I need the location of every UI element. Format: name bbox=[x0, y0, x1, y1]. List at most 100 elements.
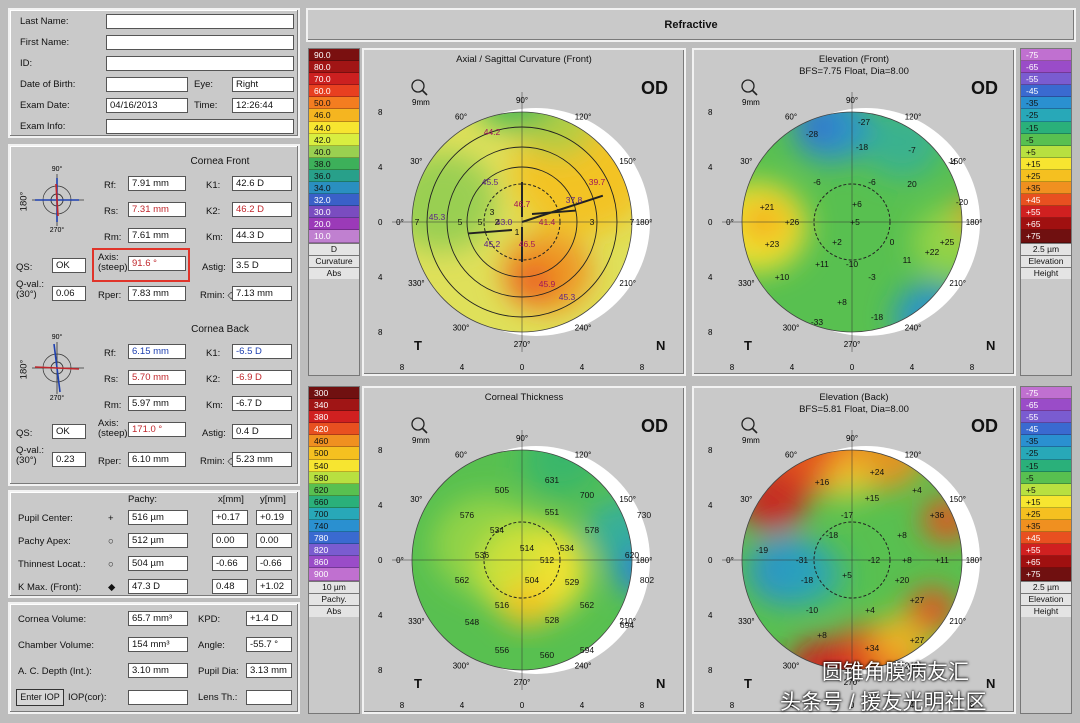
map-value: 576 bbox=[460, 510, 474, 520]
cornea-front-axis-dial: 90° 270° bbox=[32, 165, 84, 234]
map-value: 45.3 bbox=[559, 292, 576, 302]
back-rs-field: 5.70 mm bbox=[128, 370, 186, 385]
elevation-back-map[interactable]: Elevation (Back) BFS=5.81 Float, Dia=8.00… bbox=[692, 386, 1016, 714]
angle-label: 90° bbox=[846, 96, 858, 105]
pachy-col-header: Pachy: bbox=[128, 494, 158, 505]
dob-label: Date of Birth: bbox=[20, 79, 76, 90]
pachy-row-label: Thinnest Locat.: bbox=[18, 559, 86, 570]
angle-label: 330° bbox=[408, 617, 425, 626]
map-value: -3 bbox=[868, 272, 876, 282]
map-value: 44.2 bbox=[484, 127, 501, 137]
back-astig-field: 0.4 D bbox=[232, 424, 292, 439]
front-astig-label: Astig: bbox=[202, 262, 226, 273]
axis-tick-label: 4 bbox=[378, 163, 383, 172]
angle-label: 330° bbox=[738, 617, 755, 626]
angle-label: 60° bbox=[455, 450, 467, 459]
map-canvas[interactable]: 90° 120° 150° 180° 210° 240° 270° 300° 330° 0° 30°… bbox=[364, 388, 688, 716]
legend-cell: 740 bbox=[309, 520, 359, 533]
map-canvas[interactable]: 90° 120° 150° 180° 210° 240° 270° 300° 330° 0° 30°… bbox=[694, 50, 1018, 378]
map-value: 46.7 bbox=[514, 199, 531, 209]
eye-od-label: OD bbox=[971, 416, 998, 436]
elevation-back-legend: -75 -65 -55 -45 -35 -25 -15 -5 +5 +15 +25 +35 +45 +55… bbox=[1020, 386, 1072, 714]
map-value: 560 bbox=[540, 650, 554, 660]
front-km-label: Km: bbox=[206, 232, 223, 243]
front-rm-label: Rm: bbox=[104, 232, 122, 243]
map-color-zone bbox=[777, 543, 847, 607]
legend-cell: +65 bbox=[1021, 556, 1071, 569]
angle-label: 180° bbox=[966, 556, 983, 565]
axis-tick-label: 8 bbox=[708, 328, 713, 337]
map-value: +21 bbox=[760, 202, 775, 212]
map-color-zone bbox=[412, 152, 497, 252]
angle-label: 270° bbox=[514, 678, 531, 687]
corneal-thickness-map[interactable]: Corneal Thickness 90° 120° 150° 180° 210° 240°… bbox=[362, 386, 686, 714]
zoom-label: 9mm bbox=[412, 436, 430, 445]
legend-cell: -45 bbox=[1021, 423, 1071, 436]
angle-label: 300° bbox=[453, 324, 470, 333]
iop-cor-field[interactable] bbox=[128, 690, 188, 705]
back-astig-label: Astig: bbox=[202, 428, 226, 439]
map-value: 551 bbox=[545, 507, 559, 517]
angle-label: 300° bbox=[783, 662, 800, 671]
legend-cell: 10.0 bbox=[309, 230, 359, 243]
map-value: 5 bbox=[458, 217, 463, 227]
time-field[interactable]: 12:26:44 bbox=[232, 98, 294, 113]
legend-cell: 500 bbox=[309, 447, 359, 460]
axis-tick-label: 4 bbox=[708, 611, 713, 620]
legend-cell: -25 bbox=[1021, 447, 1071, 460]
angle-label: 90° bbox=[516, 434, 528, 443]
map-value: 5 bbox=[478, 217, 483, 227]
map-title: Axial / Sagittal Curvature (Front) bbox=[456, 54, 592, 65]
back-rf-label: Rf: bbox=[104, 348, 117, 359]
map-value: 534 bbox=[490, 525, 504, 535]
zoom-icon bbox=[411, 417, 428, 434]
pachy-panel: Pachy: x[mm] y[mm] Pupil Center: +516 µm +… bbox=[8, 490, 300, 598]
last-name-field[interactable] bbox=[106, 14, 294, 29]
map-value: 20 bbox=[907, 179, 917, 189]
exam-date-label: Exam Date: bbox=[20, 100, 70, 111]
map-color-zone bbox=[912, 206, 962, 278]
map-value: 45.5 bbox=[482, 177, 499, 187]
axis-tick-label: 4 bbox=[378, 501, 383, 510]
map-canvas[interactable]: 90° 120° 150° 180° 210° 240° 270° 300° 330° 0° 30°… bbox=[364, 50, 688, 378]
map-canvas[interactable]: 90° 120° 150° 180° 210° 240° 270° 300° 330° 0° 30°… bbox=[694, 388, 1018, 716]
eye-field[interactable]: Right bbox=[232, 77, 294, 92]
map-value: 730 bbox=[637, 510, 651, 520]
angle-label: 180° bbox=[636, 556, 653, 565]
axis-tick-label: 0 bbox=[850, 701, 855, 710]
pachy-row-value: 516 µm bbox=[128, 510, 188, 525]
legend-cell: 380 bbox=[309, 411, 359, 424]
exam-info-field[interactable] bbox=[106, 119, 294, 134]
map-color-zone bbox=[522, 450, 602, 496]
front-qval-field: 0.06 bbox=[52, 286, 86, 301]
map-value: 562 bbox=[580, 600, 594, 610]
svg-text:90°: 90° bbox=[52, 333, 63, 341]
angle-label: 30° bbox=[410, 157, 422, 166]
front-rper-field: 7.83 mm bbox=[128, 286, 186, 301]
map-color-zone bbox=[517, 112, 597, 158]
watermark-line1: 圆锥角膜病友汇 bbox=[822, 661, 969, 684]
elevation-front-map[interactable]: Elevation (Front) BFS=7.75 Float, Dia=8.0… bbox=[692, 48, 1016, 376]
exam-date-field[interactable]: 04/16/2013 bbox=[106, 98, 188, 113]
map-value: +5 bbox=[842, 570, 852, 580]
front-rf-field: 7.91 mm bbox=[128, 176, 186, 191]
ac-depth-field: 3.10 mm bbox=[128, 663, 188, 678]
legend-cell: +25 bbox=[1021, 507, 1071, 521]
axial-curvature-map[interactable]: Axial / Sagittal Curvature (Front) 90° 120… bbox=[362, 48, 686, 376]
first-name-field[interactable] bbox=[106, 35, 294, 50]
legend-cell: +15 bbox=[1021, 157, 1071, 170]
map-value: -4 bbox=[948, 157, 956, 167]
map-value: +2 bbox=[832, 237, 842, 247]
id-field[interactable] bbox=[106, 56, 294, 71]
map-subtitle: BFS=7.75 Float, Dia=8.00 bbox=[799, 66, 909, 77]
map-value: 516 bbox=[495, 600, 509, 610]
legend-mode: Abs bbox=[309, 604, 359, 617]
dob-field[interactable] bbox=[106, 77, 188, 92]
map-value: +27 bbox=[910, 595, 925, 605]
axis-tick-label: 4 bbox=[708, 273, 713, 282]
axis-tick-label: 0 bbox=[708, 556, 713, 565]
pachy-row-symbol-icon: ○ bbox=[108, 536, 114, 547]
back-rm-label: Rm: bbox=[104, 400, 122, 411]
enter-iop-button[interactable]: Enter IOP bbox=[16, 689, 64, 706]
legend-cell: 540 bbox=[309, 459, 359, 472]
